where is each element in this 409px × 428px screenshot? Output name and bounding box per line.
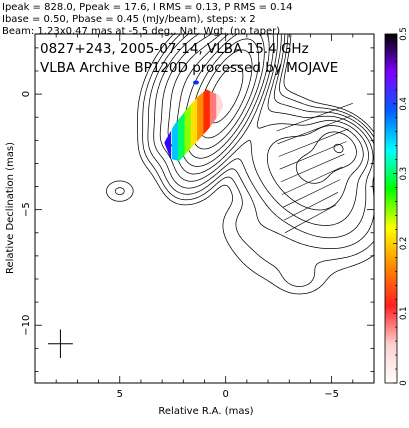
contour-level-4: [153, 34, 374, 239]
plot-frame: [34, 33, 375, 384]
colorbar-tick-label: 0.4: [399, 97, 409, 111]
evpa-segment-9: [284, 204, 337, 234]
plot-title-line-2: VLBA Archive BP120D processed by MOJAVE: [40, 60, 338, 76]
polarization-patch: [164, 89, 223, 162]
evpa-segment-4: [279, 141, 347, 170]
evpa-segment-5: [280, 153, 345, 183]
colorbar-tick-label: 0.5: [399, 27, 409, 41]
polarization-band-9: [216, 89, 223, 162]
evpa-segment-2: [277, 115, 351, 145]
polarization-band-3: [178, 89, 185, 162]
beam-marker: [47, 329, 73, 358]
colorbar: 0 0.1 0.2 0.3 0.4 0.5: [384, 27, 409, 386]
contour-level-2: [114, 34, 374, 287]
y-tick-label: −5: [21, 202, 32, 217]
polarization-band-8: [209, 89, 217, 162]
x-tick-label: 0: [223, 389, 229, 400]
colorbar-tick-label: 0.3: [399, 167, 409, 181]
y-tick-label: −10: [21, 315, 32, 336]
colorbar-tick-label: 0.1: [399, 306, 409, 320]
header-line-2: Ibase = 0.50, Pbase = 0.45 (mJy/beam), s…: [2, 14, 256, 25]
x-tick-label: 5: [117, 389, 123, 400]
polarization-band-2: [171, 89, 179, 162]
polarization-peak-blue: [193, 80, 199, 85]
y-axis-label: Relative Declination (mas): [5, 142, 16, 274]
polarization-band-6: [197, 89, 204, 162]
header-line-3: Beam: 1.23x0.47 mas at -5.5 deg., Nat. W…: [2, 26, 280, 37]
colorbar-tick-label: 0.2: [399, 237, 409, 251]
polarization-band-1: [164, 89, 171, 162]
contour-level-3: [147, 34, 374, 249]
contour-level-5: [159, 34, 369, 226]
x-axis-label: Relative R.A. (mas): [158, 406, 253, 417]
plot-title-line-1: 0827+243, 2005-07-14, VLBA 15.4 GHz: [40, 41, 309, 57]
evpa-segment-1: [276, 103, 353, 132]
colorbar-tick-label: 0: [399, 380, 409, 385]
evpa-segment-6: [281, 166, 343, 195]
header-line-1: Ipeak = 828.0, Ppeak = 17.6, I RMS = 0.1…: [2, 2, 292, 13]
polarization-band-5: [190, 89, 198, 162]
contour-layer: [106, 34, 374, 295]
evpa-segment-3: [278, 128, 349, 157]
colorbar-gradient: [384, 33, 398, 384]
contour-level-1: [106, 34, 374, 295]
evpa-segment-7: [282, 179, 341, 208]
axis-ticks: 5 0 −5 0 −5 −10: [21, 34, 375, 400]
y-tick-label: 0: [21, 91, 32, 97]
evpa-segment-8: [283, 192, 339, 221]
x-tick-label: −5: [324, 389, 339, 400]
polarization-band-7: [203, 89, 211, 162]
polarization-band-4: [184, 89, 192, 162]
